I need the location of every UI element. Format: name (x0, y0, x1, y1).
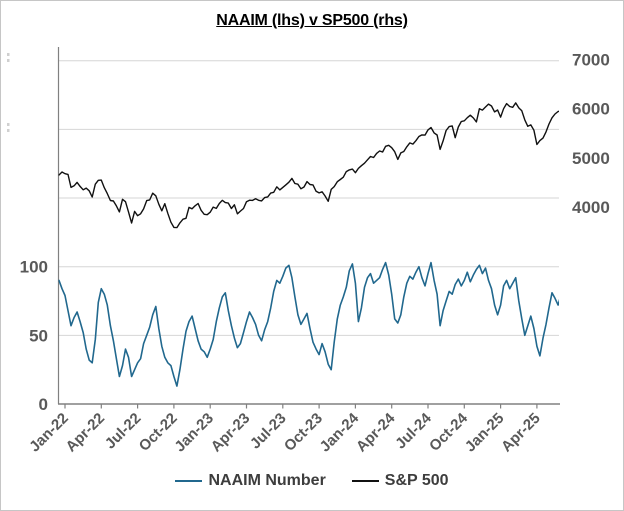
left-axis-tick-label: 50 (29, 326, 48, 345)
x-axis-tick-label: Oct-24 (426, 409, 471, 454)
x-axis-tick-label: Jan-24 (317, 409, 363, 455)
gridlines (58, 60, 559, 336)
naaim-line (58, 261, 559, 387)
x-axis-tick-label: Apr-25 (498, 410, 544, 456)
naaim-line-swatch-icon (175, 480, 203, 482)
x-axis-labels: Jan-22Apr-22Jul-22Oct-22Jan-23Apr-23Jul-… (26, 409, 544, 455)
legend-label-naaim: NAAIM Number (208, 472, 326, 489)
legend-item-naaim: NAAIM Number (175, 472, 326, 490)
x-axis-tick-label: Oct-22 (136, 410, 181, 455)
clipped-axis-label-artifact (7, 123, 10, 132)
left-axis-labels: 100 50 0 (20, 258, 48, 414)
sp500-line-swatch-icon (351, 480, 379, 482)
x-axis-tick-label: Oct-23 (281, 410, 326, 455)
x-axis-tick-label: Jan-23 (171, 410, 217, 456)
x-axis-tick-label: Apr-24 (353, 409, 399, 455)
x-axis-tick-label: Jan-22 (26, 410, 72, 456)
legend-label-sp500: S&P 500 (384, 472, 449, 489)
right-axis-labels: 7000 6000 5000 4000 (572, 50, 610, 217)
left-axis-tick-label: 100 (20, 258, 48, 277)
chart-title: NAAIM (lhs) v SP500 (rhs) (216, 12, 408, 29)
legend-item-sp500: S&P 500 (351, 472, 449, 490)
axes (57, 47, 560, 409)
right-axis-tick-label: 5000 (572, 149, 610, 168)
sp500-line (58, 102, 559, 229)
x-axis-tick-label: Apr-23 (208, 410, 254, 456)
clipped-axis-label-artifact (7, 53, 10, 62)
x-axis-tick-label: Jan-25 (462, 410, 508, 456)
left-axis-tick-label: 0 (39, 395, 48, 414)
right-axis-tick-label: 6000 (572, 100, 610, 119)
right-axis-tick-label: 7000 (572, 50, 610, 69)
right-axis-tick-label: 4000 (572, 198, 610, 217)
chart-legend: NAAIM Number S&P 500 (1, 472, 623, 490)
x-axis-tick-label: Apr-22 (63, 410, 109, 456)
